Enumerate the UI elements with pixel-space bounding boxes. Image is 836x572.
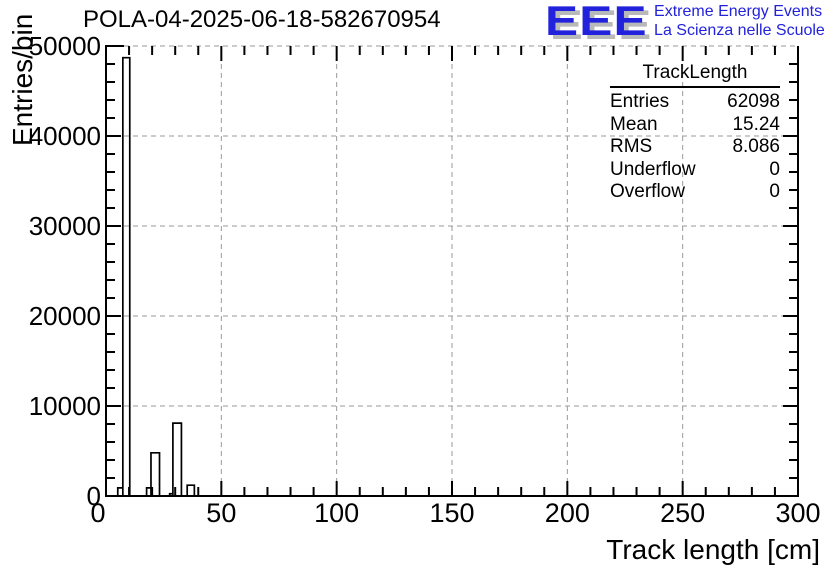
stats-row-underflow: Underflow 0 [610, 159, 780, 182]
eee-logo-line1: Extreme Energy Events [654, 3, 823, 20]
y-tick-label-0: 0 [87, 481, 101, 511]
histogram-line [106, 56, 798, 497]
stats-box: TrackLength Entries 62098 Mean 15.24 RMS 8.08… [610, 62, 780, 204]
x-tick-label-0: 0 [90, 498, 105, 528]
stats-row-overflow: Overflow 0 [610, 181, 780, 204]
stats-value: 0 [769, 181, 780, 202]
stats-row-rms: RMS 8.086 [610, 136, 780, 159]
y-tick-label-20000: 20000 [29, 301, 101, 331]
eee-logo-line2: La Scienza nelle Scuole [654, 22, 825, 39]
x-tick-label-200: 200 [545, 498, 590, 528]
x-tick-label-150: 150 [429, 498, 474, 528]
stats-value: 15.24 [732, 113, 780, 135]
histogram-series [106, 56, 798, 497]
stats-value: 8.086 [732, 136, 780, 157]
stats-label: Overflow [610, 181, 685, 202]
stats-title: TrackLength [610, 62, 780, 88]
y-axis-title: Entries/bin [7, 14, 38, 146]
x-tick-label-50: 50 [206, 498, 236, 528]
axis-labels: 0 50 100 150 200 250 300 0 10000 20000 30000 40000 5… [29, 31, 821, 528]
x-tick-label-100: 100 [314, 498, 359, 528]
stats-rows: Entries 62098 Mean 15.24 RMS 8.086 Underflow 0 O… [610, 91, 780, 204]
stats-label: Underflow [610, 158, 696, 180]
plot-title: POLA-04-2025-06-18-582670954 [83, 6, 441, 33]
x-axis-title: Track length [cm] [606, 534, 820, 565]
y-tick-label-30000: 30000 [29, 211, 101, 241]
stats-label: Mean [610, 113, 658, 135]
y-tick-label-50000: 50000 [29, 31, 101, 61]
x-tick-label-250: 250 [660, 498, 705, 528]
axis-titles: Track length [cm] Entries/bin [7, 14, 820, 565]
stats-value: 0 [769, 158, 780, 180]
eee-logo: EEE Extreme Energy Events La Scienza nel… [545, 0, 825, 42]
stats-label: Entries [610, 91, 670, 112]
stats-row-entries: Entries 62098 [610, 91, 780, 114]
y-tick-label-10000: 10000 [29, 391, 101, 421]
x-tick-label-300: 300 [775, 498, 820, 528]
y-tick-label-40000: 40000 [29, 121, 101, 151]
stats-label: RMS [610, 136, 653, 157]
eee-logo-letters: EEE [545, 0, 648, 44]
eee-logo-caption: Extreme Energy Events La Scienza nelle S… [654, 0, 825, 40]
stats-row-mean: Mean 15.24 [610, 114, 780, 137]
stats-value: 62098 [727, 91, 780, 112]
